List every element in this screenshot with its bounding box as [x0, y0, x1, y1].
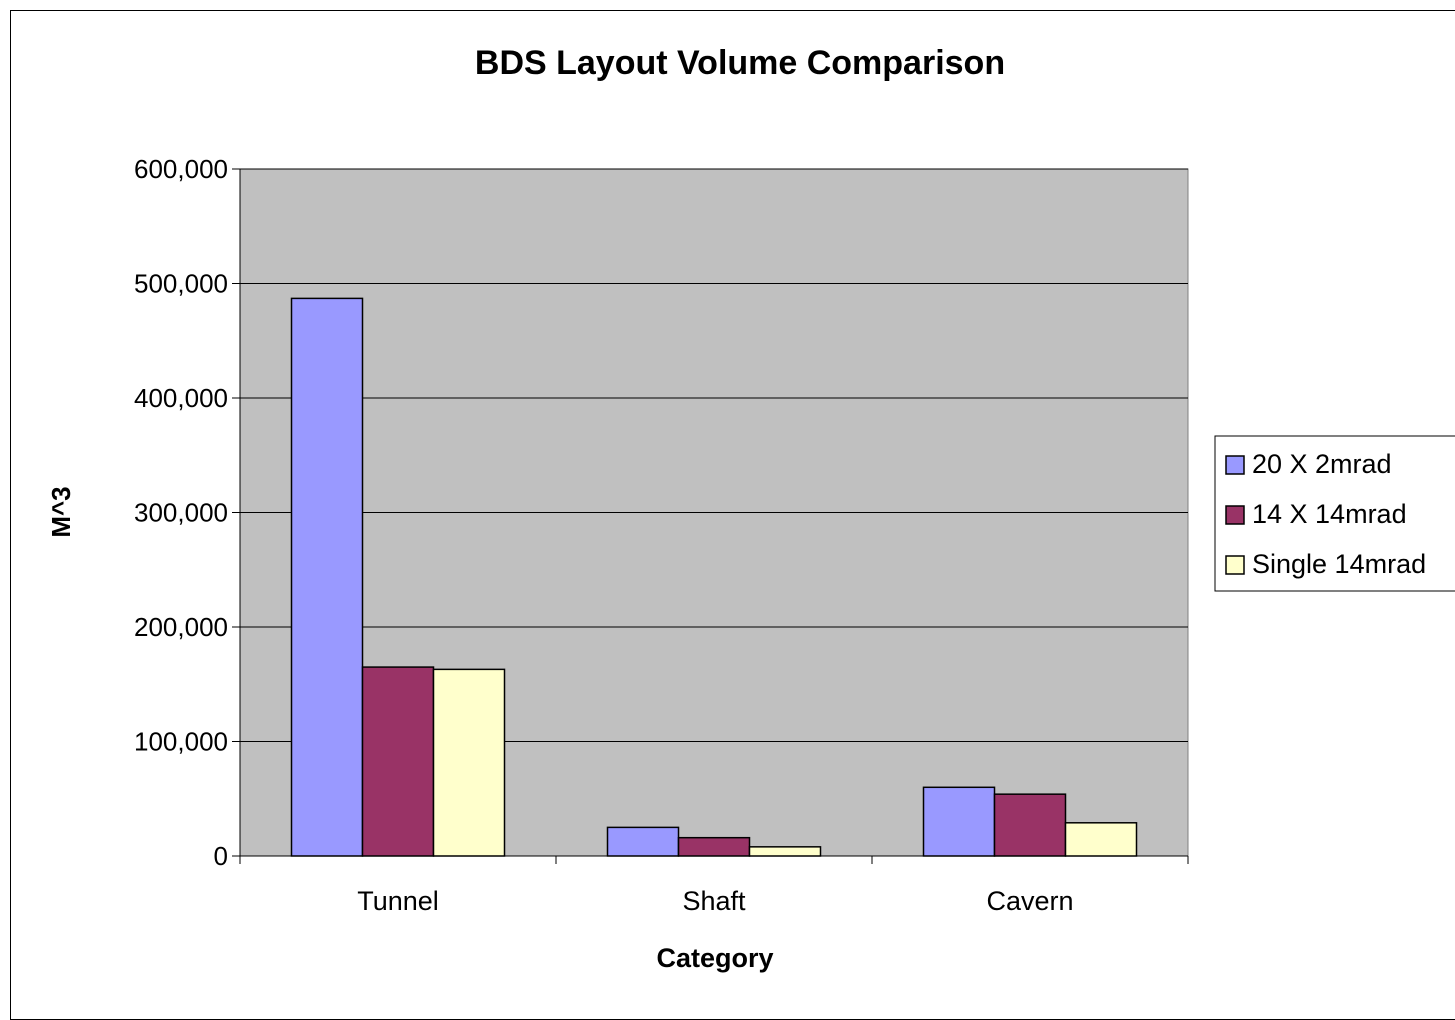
- legend-swatch: [1225, 455, 1245, 475]
- bar-tunnel-series-3: [432, 668, 506, 857]
- bar-shaft-series-1: [606, 826, 680, 857]
- y-tick-label: 400,000: [134, 383, 228, 413]
- bar-cavern-series-2: [993, 793, 1067, 857]
- bar-tunnel-series-1: [290, 297, 364, 857]
- plot-area: 0 100,000 200,000 300,000 400,000 500,000 600,…: [134, 154, 1189, 916]
- y-tick-label: 100,000: [134, 727, 228, 757]
- x-tick-label: Cavern: [986, 886, 1073, 916]
- x-tick-label: Shaft: [682, 886, 746, 916]
- bar-tunnel-series-2: [361, 666, 435, 857]
- x-axis-label: Category: [656, 943, 773, 973]
- bar-shaft-series-3: [748, 846, 822, 857]
- legend-box: [1214, 435, 1455, 592]
- x-tick-label: Tunnel: [357, 886, 439, 916]
- chart-title: BDS Layout Volume Comparison: [475, 44, 1005, 82]
- bar-shaft-series-2: [677, 836, 751, 857]
- y-tick-label: 200,000: [134, 612, 228, 642]
- legend-label: 14 X 14mrad: [1252, 499, 1407, 529]
- bar-cavern-series-3: [1064, 822, 1138, 857]
- legend-label: 20 X 2mrad: [1252, 449, 1392, 479]
- y-tick-label: 500,000: [134, 269, 228, 299]
- y-tick-label: 600,000: [134, 154, 228, 184]
- y-tick-label: 300,000: [134, 498, 228, 528]
- legend-label: Single 14mrad: [1252, 549, 1426, 579]
- legend-swatch: [1225, 505, 1245, 525]
- y-axis-label: M^3: [46, 486, 76, 537]
- y-tick-label: 0: [214, 841, 228, 871]
- legend-swatch: [1225, 555, 1245, 575]
- bar-cavern-series-1: [922, 786, 996, 857]
- legend: 20 X 2mrad 14 X 14mrad Single 14mrad: [1214, 435, 1455, 592]
